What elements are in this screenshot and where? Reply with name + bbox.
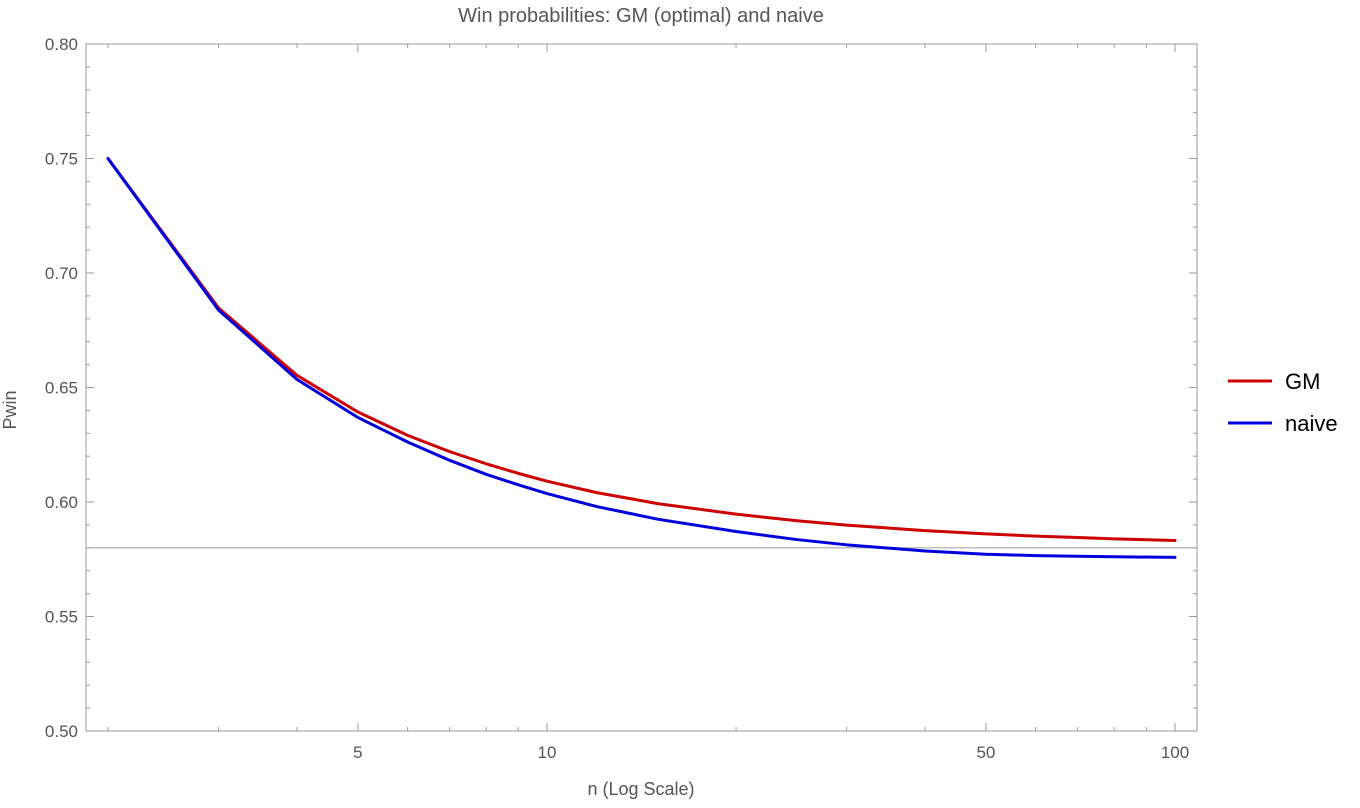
y-axis-label: Pwin [0, 390, 20, 429]
x-tick-label: 5 [353, 743, 362, 762]
legend-label-naive: naive [1285, 411, 1338, 436]
y-tick-label: 0.70 [45, 264, 78, 283]
x-tick-label: 50 [976, 743, 995, 762]
y-tick-label: 0.55 [45, 608, 78, 627]
chart-title: Win probabilities: GM (optimal) and naiv… [458, 5, 824, 27]
series-line-naive [106, 157, 1177, 559]
x-tick-label: 10 [538, 743, 557, 762]
plot-frame [85, 43, 1198, 732]
y-tick-label: 0.75 [45, 150, 78, 169]
x-tick-label: 100 [1161, 743, 1189, 762]
y-tick-label: 0.60 [45, 493, 78, 512]
y-tick-label: 0.65 [45, 379, 78, 398]
y-tick-label: 0.50 [45, 722, 78, 741]
y-tick-label: 0.80 [45, 35, 78, 54]
series-line-GM [106, 157, 1177, 542]
legend-label-GM: GM [1285, 369, 1320, 394]
x-axis-label: n (Log Scale) [587, 779, 694, 799]
